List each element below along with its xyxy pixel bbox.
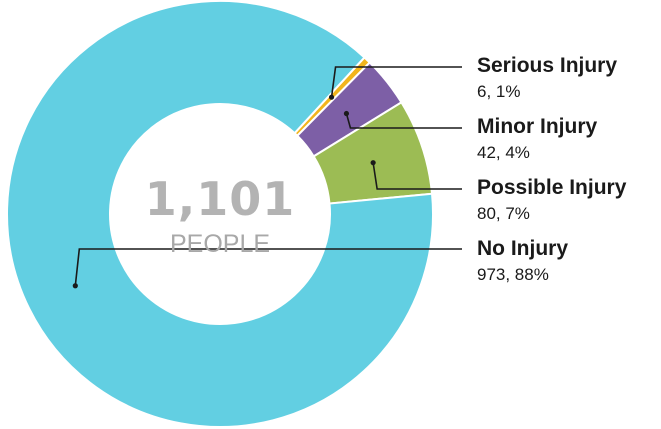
center-unit-label: PEOPLE [169,230,271,258]
slice-no-injury [6,0,434,428]
legend-value: 80, 7% [477,204,530,223]
leader-dot-possible-injury [370,160,376,166]
legend-value: 973, 88% [477,265,549,284]
legend-item-serious-injury: Serious Injury 6, 1% [477,53,617,103]
legend-value: 6, 1% [477,82,521,101]
legend-item-no-injury: No Injury 973, 88% [477,236,568,286]
leader-line-serious-injury [330,66,462,98]
leader-line-minor-injury [345,113,462,129]
legend-label: Possible Injury [477,176,627,199]
center-total: 1,101 [144,172,296,226]
leader-dot-minor-injury [343,110,350,117]
legend-label: No Injury [477,237,569,260]
leader-dot-serious-injury [328,94,335,100]
legend-item-minor-injury: Minor Injury 42, 4% [477,114,597,164]
legend-item-possible-injury: Possible Injury 80, 7% [477,175,626,225]
legend-value: 42, 4% [477,143,530,162]
legend-label: Minor Injury [477,115,598,138]
legend-label: Serious Injury [477,54,618,77]
leader-dot-no-injury [72,283,78,289]
leader-line-no-injury [74,248,462,286]
leader-line-possible-injury [372,162,462,190]
